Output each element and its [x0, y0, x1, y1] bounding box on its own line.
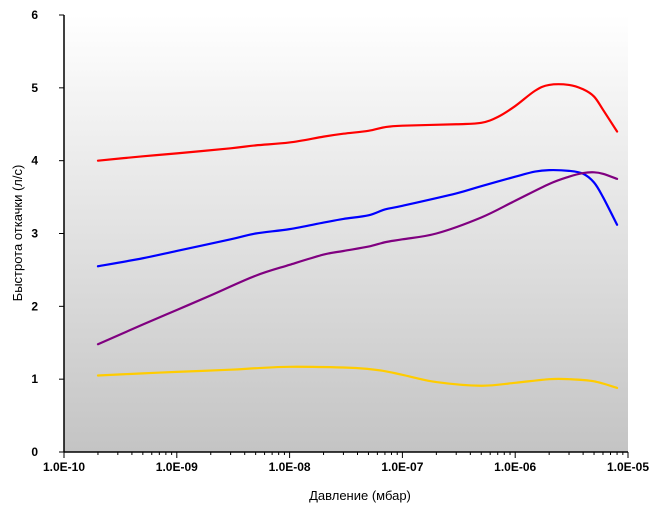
series-layer — [96, 83, 619, 390]
y-tick-label: 4 — [31, 154, 38, 168]
x-tick-label: 1.0E-05 — [607, 460, 649, 474]
y-tick-label: 0 — [31, 445, 38, 459]
x-tick-label: 1.0E-09 — [156, 460, 198, 474]
x-tick-label: 1.0E-08 — [269, 460, 311, 474]
series-line-1 — [96, 83, 619, 162]
y-tick-label: 1 — [31, 372, 38, 386]
axes-layer: 0 1 2 3 4 5 6 1.0E-10 1.0E-09 1.0E-08 1.0E-07 1.0E-… — [31, 8, 649, 474]
x-axis-title: Давление (мбар) — [309, 488, 411, 503]
plot-area — [64, 15, 628, 452]
x-tick-label: 1.0E-07 — [381, 460, 423, 474]
x-tick-label: 1.0E-10 — [43, 460, 85, 474]
y-axis-title: Быстрота откачки (л/с) — [10, 165, 25, 302]
series-line-2 — [96, 169, 619, 268]
y-tick-label: 6 — [31, 8, 38, 22]
y-tick-label: 5 — [31, 81, 38, 95]
y-tick-label: 2 — [31, 299, 38, 313]
y-tick-label: 3 — [31, 227, 38, 241]
series-line-4 — [96, 365, 619, 390]
x-tick-label: 1.0E-06 — [494, 460, 536, 474]
series-line-3 — [96, 171, 619, 346]
